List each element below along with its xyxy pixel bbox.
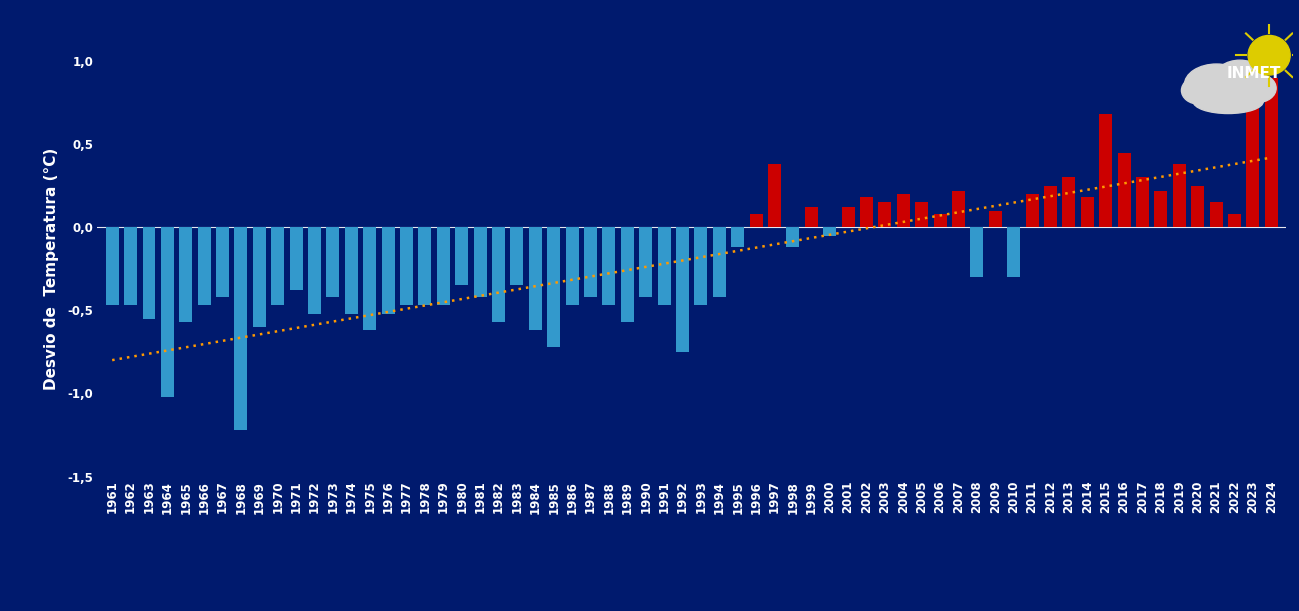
- Bar: [364, 227, 377, 331]
- Bar: [1137, 177, 1148, 227]
- Bar: [1191, 186, 1204, 227]
- Text: INMET: INMET: [1226, 66, 1281, 81]
- Bar: [842, 207, 855, 227]
- Bar: [1228, 214, 1241, 227]
- Bar: [326, 227, 339, 297]
- Bar: [878, 202, 891, 227]
- Bar: [290, 227, 303, 290]
- Bar: [308, 227, 321, 313]
- Bar: [934, 214, 947, 227]
- Bar: [713, 227, 726, 297]
- Bar: [1155, 191, 1168, 227]
- Bar: [824, 227, 837, 236]
- Bar: [657, 227, 670, 306]
- Bar: [750, 214, 763, 227]
- Bar: [511, 227, 523, 285]
- Y-axis label: Desvio de  Temperatura (°C): Desvio de Temperatura (°C): [44, 148, 58, 390]
- Ellipse shape: [1185, 64, 1248, 106]
- Bar: [621, 227, 634, 322]
- Bar: [860, 197, 873, 227]
- Bar: [896, 194, 909, 227]
- Bar: [179, 227, 192, 322]
- Circle shape: [1248, 35, 1290, 75]
- Bar: [768, 164, 781, 227]
- Bar: [639, 227, 652, 297]
- Bar: [197, 227, 210, 306]
- Bar: [105, 227, 118, 306]
- Bar: [235, 227, 247, 430]
- Bar: [805, 207, 818, 227]
- Bar: [603, 227, 616, 306]
- Bar: [400, 227, 413, 306]
- Bar: [585, 227, 598, 297]
- Bar: [161, 227, 174, 397]
- Bar: [1099, 114, 1112, 227]
- Bar: [474, 227, 487, 297]
- Bar: [547, 227, 560, 347]
- Bar: [1209, 202, 1222, 227]
- Bar: [418, 227, 431, 306]
- Bar: [125, 227, 136, 306]
- Bar: [143, 227, 156, 319]
- Ellipse shape: [1194, 89, 1263, 114]
- Bar: [786, 227, 799, 247]
- Bar: [436, 227, 449, 306]
- Bar: [346, 227, 357, 313]
- Ellipse shape: [1239, 74, 1276, 103]
- Bar: [1265, 78, 1278, 227]
- Bar: [989, 211, 1002, 227]
- Bar: [565, 227, 578, 306]
- Bar: [1247, 103, 1259, 227]
- Ellipse shape: [1213, 60, 1267, 98]
- Bar: [952, 191, 965, 227]
- Bar: [1081, 197, 1094, 227]
- Bar: [1007, 227, 1020, 277]
- Bar: [216, 227, 229, 297]
- Bar: [731, 227, 744, 247]
- Bar: [492, 227, 505, 322]
- Bar: [1063, 177, 1076, 227]
- Bar: [529, 227, 542, 331]
- Bar: [916, 202, 929, 227]
- Bar: [1117, 153, 1130, 227]
- Bar: [455, 227, 468, 285]
- Bar: [1044, 186, 1057, 227]
- Bar: [271, 227, 284, 306]
- Bar: [695, 227, 708, 306]
- Bar: [970, 227, 983, 277]
- Bar: [253, 227, 266, 327]
- Bar: [675, 227, 688, 352]
- Bar: [1173, 164, 1186, 227]
- Ellipse shape: [1182, 77, 1216, 104]
- Bar: [1026, 194, 1038, 227]
- Bar: [382, 227, 395, 313]
